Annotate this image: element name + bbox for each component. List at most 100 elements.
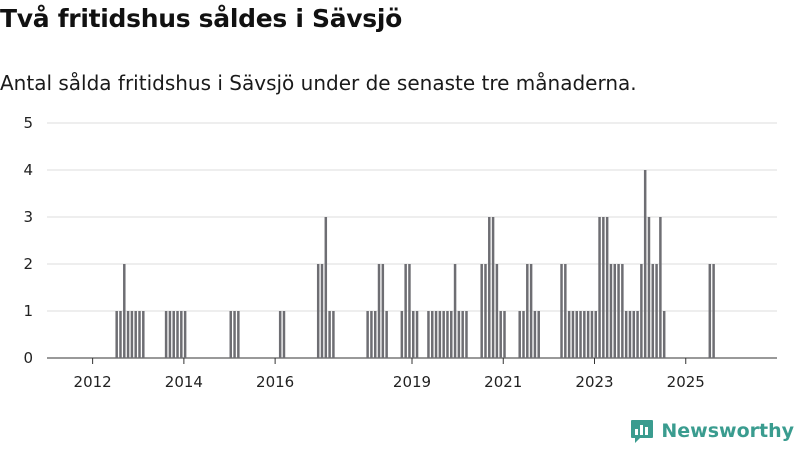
bar — [400, 311, 404, 358]
bar — [183, 311, 187, 358]
bar — [529, 264, 533, 358]
bar — [316, 264, 320, 358]
x-tick-label: 2021 — [484, 373, 522, 391]
y-tick-label: 2 — [23, 255, 33, 273]
bar — [134, 311, 137, 358]
bar — [708, 264, 712, 358]
x-tick-label: 2019 — [393, 373, 431, 391]
bar — [442, 311, 445, 358]
bar — [282, 311, 286, 358]
bar — [567, 311, 571, 358]
bar — [590, 311, 594, 358]
bar — [526, 264, 529, 358]
bar — [640, 264, 643, 358]
bar — [142, 311, 145, 358]
bar — [404, 264, 407, 358]
bar — [130, 311, 134, 358]
bar — [571, 311, 575, 358]
bar — [533, 311, 537, 358]
bar — [461, 311, 464, 358]
bar — [495, 264, 499, 358]
bar — [518, 311, 521, 358]
bar — [632, 311, 636, 358]
bar — [237, 311, 240, 358]
bar — [180, 311, 183, 358]
bar — [446, 311, 449, 358]
bar — [377, 264, 381, 358]
bar — [164, 311, 168, 358]
bar — [453, 264, 457, 358]
bar — [643, 170, 647, 358]
bar — [503, 311, 506, 358]
bar — [332, 311, 335, 358]
bar — [370, 311, 373, 358]
bar — [123, 264, 126, 358]
y-tick-label: 3 — [23, 208, 33, 226]
bar — [602, 217, 605, 358]
bar — [465, 311, 468, 358]
x-tick-label: 2025 — [667, 373, 705, 391]
bar — [381, 264, 385, 358]
bar — [594, 311, 597, 358]
bar — [651, 264, 655, 358]
bar — [450, 311, 453, 358]
bar — [126, 311, 130, 358]
bar — [499, 311, 502, 358]
bar — [628, 311, 632, 358]
brand: Newsworthy — [629, 418, 794, 444]
bar — [712, 264, 715, 358]
chart-title: Två fritidshus såldes i Sävsjö — [0, 4, 402, 33]
bar — [564, 264, 567, 358]
chart-subtitle: Antal sålda fritidshus i Sävsjö under de… — [0, 71, 637, 95]
bar — [583, 311, 586, 358]
bar — [480, 264, 483, 358]
bar — [522, 311, 525, 358]
bar — [320, 264, 324, 358]
bar — [488, 217, 491, 358]
bar — [647, 217, 651, 358]
bar — [427, 311, 430, 358]
bar — [434, 311, 438, 358]
bar — [491, 217, 495, 358]
bar — [115, 311, 118, 358]
bar — [431, 311, 434, 358]
y-tick-label: 5 — [23, 114, 33, 132]
bar — [366, 311, 369, 358]
bar — [579, 311, 582, 358]
bar — [168, 311, 172, 358]
bar — [655, 264, 658, 358]
bar — [598, 217, 601, 358]
bar — [412, 311, 415, 358]
bar — [659, 217, 662, 358]
bar — [138, 311, 141, 358]
bar — [328, 311, 331, 358]
bar — [457, 311, 461, 358]
bar — [605, 217, 609, 358]
brand-name: Newsworthy — [661, 420, 794, 442]
bar — [373, 311, 377, 358]
bar — [229, 311, 232, 358]
bar — [624, 311, 628, 358]
bar — [324, 217, 328, 358]
data-label: 2 — [713, 0, 723, 4]
bar — [385, 311, 388, 358]
y-tick-label: 1 — [23, 302, 33, 320]
bar — [172, 311, 175, 358]
x-tick-label: 2016 — [256, 373, 294, 391]
bar — [575, 311, 578, 358]
bar — [636, 311, 639, 358]
bar — [438, 311, 442, 358]
x-tick-label: 2012 — [74, 373, 112, 391]
bar — [560, 264, 563, 358]
x-tick-label: 2014 — [165, 373, 203, 391]
y-tick-label: 0 — [23, 349, 33, 367]
bar — [484, 264, 487, 358]
bar — [233, 311, 236, 358]
bar — [176, 311, 179, 358]
bar — [408, 264, 411, 358]
bar — [609, 264, 613, 358]
bar — [586, 311, 590, 358]
bar — [662, 311, 666, 358]
bar — [119, 311, 122, 358]
